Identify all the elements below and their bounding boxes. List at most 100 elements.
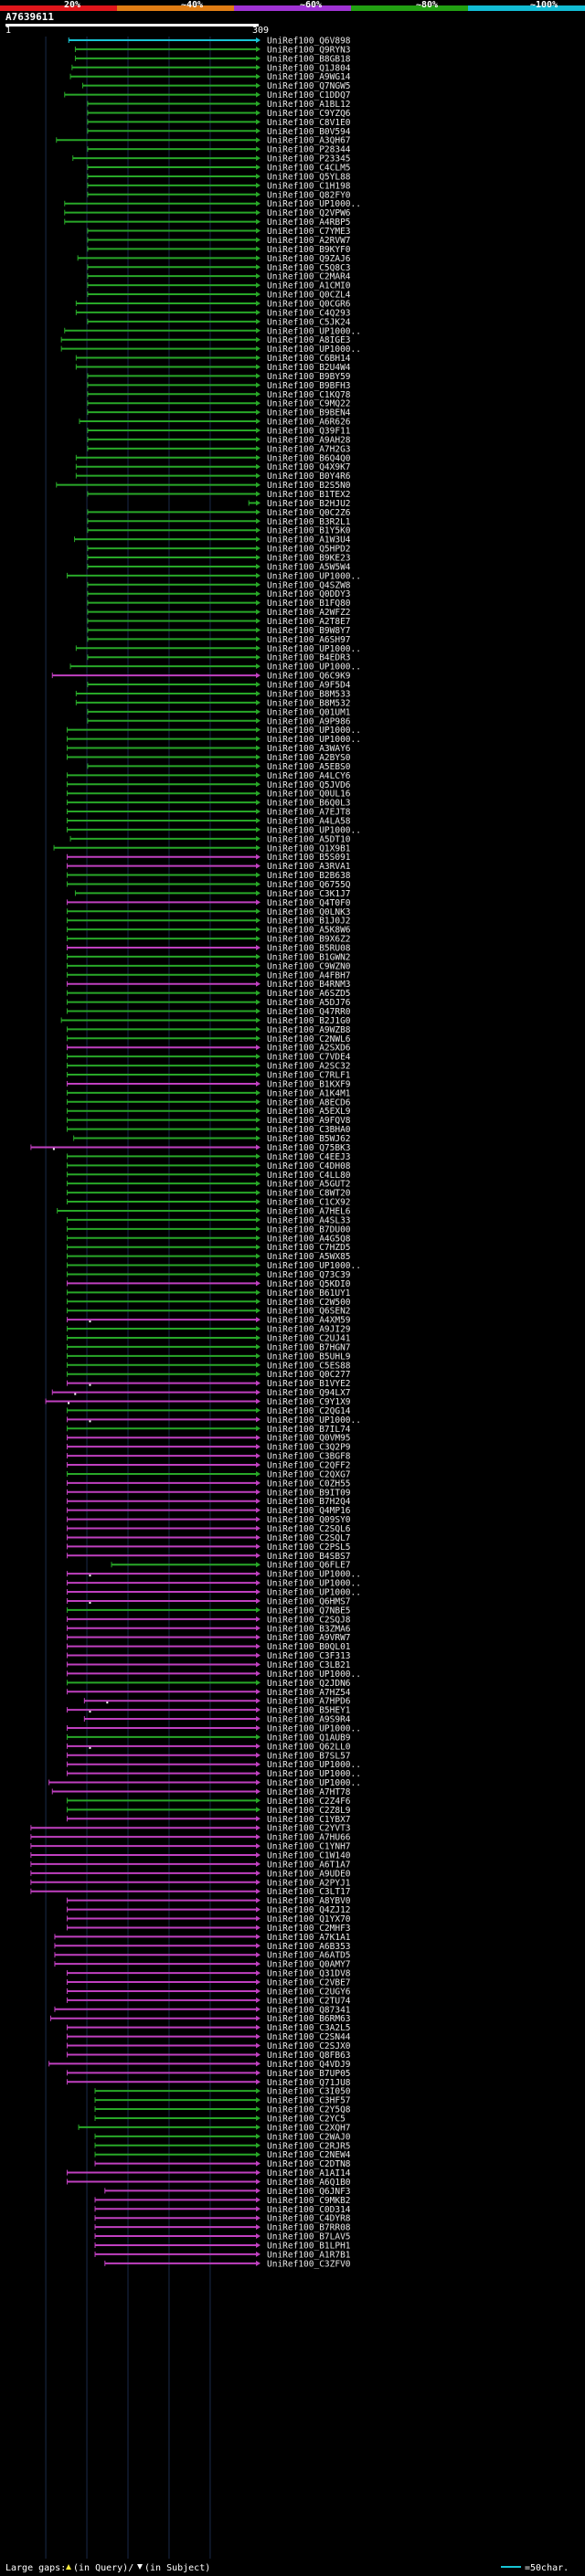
hit-row[interactable]: UniRef100_Q4VDJ9	[48, 2060, 351, 2070]
hit-label[interactable]: UniRef100_C1YBX7	[267, 1815, 351, 1825]
hit-row[interactable]: UniRef100_C9MQ22	[87, 399, 351, 409]
hit-row[interactable]: UniRef100_Q5YL88	[87, 172, 351, 182]
hit-row[interactable]: UniRef100_C3Q2P9	[66, 1443, 351, 1453]
hit-row[interactable]: UniRef100_Q6HMS7	[66, 1596, 351, 1606]
hit-label[interactable]: UniRef100_C1H198	[267, 181, 351, 191]
hit-label[interactable]: UniRef100_B6Q0L3	[267, 799, 351, 809]
hit-label[interactable]: UniRef100_Q31DV8	[267, 1969, 351, 1979]
hit-row[interactable]: UniRef100_A9FQV8	[66, 1116, 351, 1126]
hit-label[interactable]: UniRef100_B8M533	[267, 689, 351, 699]
hit-row[interactable]: UniRef100_C3BHA0	[66, 1125, 351, 1135]
hit-label[interactable]: UniRef100_C2W500	[267, 1298, 351, 1308]
hit-label[interactable]: UniRef100_C2RJR5	[267, 2141, 351, 2151]
hit-row[interactable]: UniRef100_B9IT09	[66, 1488, 351, 1498]
hit-label[interactable]: UniRef100_B0V594	[267, 127, 351, 137]
hit-row[interactable]: UniRef100_C3LT17	[30, 1887, 351, 1897]
hit-label[interactable]: UniRef100_Q0DDY3	[267, 589, 351, 599]
hit-row[interactable]: UniRef100_C2TU74	[66, 1996, 351, 2006]
hit-row[interactable]: UniRef100_A3QH67	[56, 136, 351, 146]
hit-label[interactable]: UniRef100_Q4SZW8	[267, 580, 351, 590]
hit-row[interactable]: UniRef100_A7HZ54	[66, 1688, 351, 1698]
hit-label[interactable]: UniRef100_B1FQ80	[267, 599, 351, 609]
hit-row[interactable]: UniRef100_P28344	[87, 145, 351, 155]
hit-row[interactable]: UniRef100_B5RU08	[66, 944, 351, 954]
hit-row[interactable]: UniRef100_B6RM63	[49, 2014, 351, 2024]
hit-label[interactable]: UniRef100_Q1AUB9	[267, 1733, 351, 1743]
hit-label[interactable]: UniRef100_C3F313	[267, 1651, 351, 1661]
hit-label[interactable]: UniRef100_C2WAJ0	[267, 2132, 351, 2142]
hit-row[interactable]: UniRef100_C3HF57	[94, 2096, 351, 2106]
hit-row[interactable]: UniRef100_A1CMI0	[87, 281, 351, 292]
hit-label[interactable]: UniRef100_UP1000..	[267, 1769, 361, 1779]
hit-row[interactable]: UniRef100_B61UY1	[66, 1288, 351, 1299]
hit-label[interactable]: UniRef100_C9MKB2	[267, 2196, 351, 2206]
hit-row[interactable]: UniRef100_B1FQ80	[87, 599, 351, 609]
hit-label[interactable]: UniRef100_Q6HMS7	[267, 1596, 351, 1606]
hit-label[interactable]: UniRef100_C4EEJ3	[267, 1152, 351, 1162]
hit-row[interactable]: UniRef100_Q8FB63	[66, 2051, 351, 2061]
hit-row[interactable]: UniRef100_Q4SZW8	[87, 580, 351, 590]
hit-label[interactable]: UniRef100_Q87341	[267, 2005, 351, 2015]
hit-label[interactable]: UniRef100_C2VBE7	[267, 1978, 351, 1988]
hit-row[interactable]: UniRef100_Q0UL16	[66, 790, 351, 800]
hit-label[interactable]: UniRef100_B3ZMA6	[267, 1624, 351, 1634]
hit-label[interactable]: UniRef100_Q4ZJ12	[267, 1905, 351, 1915]
hit-row[interactable]: UniRef100_B0V594	[87, 127, 351, 137]
hit-label[interactable]: UniRef100_Q6C9K9	[267, 672, 351, 682]
hit-row[interactable]: UniRef100_B2S5N0	[56, 481, 351, 491]
hit-row[interactable]: UniRef100_C4Q293	[75, 308, 351, 318]
hit-label[interactable]: UniRef100_C7RLF1	[267, 1071, 351, 1081]
hit-label[interactable]: UniRef100_Q0C277	[267, 1370, 351, 1380]
hit-label[interactable]: UniRef100_C2XQH7	[267, 2123, 351, 2133]
hit-label[interactable]: UniRef100_A4SL33	[267, 1215, 351, 1225]
hit-label[interactable]: UniRef100_A5WX85	[267, 1252, 351, 1262]
hit-label[interactable]: UniRef100_UP1000..	[267, 1261, 361, 1271]
hit-label[interactable]: UniRef100_UP1000..	[267, 571, 361, 581]
hit-row[interactable]: UniRef100_B8GB18	[74, 54, 351, 64]
hit-label[interactable]: UniRef100_C2QXG7	[267, 1469, 351, 1479]
hit-row[interactable]: UniRef100_A6Q1B0	[66, 2178, 351, 2188]
hit-label[interactable]: UniRef100_C8V1E0	[267, 118, 351, 128]
hit-label[interactable]: UniRef100_Q1X9B1	[267, 843, 351, 853]
hit-row[interactable]: UniRef100_C9YZQ6	[87, 109, 351, 119]
hit-row[interactable]: UniRef100_B3R2L1	[87, 517, 351, 527]
hit-row[interactable]: UniRef100_Q4X9K7	[75, 462, 351, 472]
hit-label[interactable]: UniRef100_A1R7B1	[267, 2250, 351, 2260]
hit-label[interactable]: UniRef100_A7HU66	[267, 1833, 351, 1843]
hit-label[interactable]: UniRef100_B5WJ62	[267, 1134, 351, 1144]
hit-label[interactable]: UniRef100_A5EBS0	[267, 762, 351, 772]
hit-row[interactable]: UniRef100_B1TEX2	[87, 490, 351, 500]
hit-row[interactable]: UniRef100_Q2JDN6	[66, 1679, 351, 1689]
hit-row[interactable]: UniRef100_A8ECD6	[66, 1097, 351, 1108]
hit-row[interactable]: UniRef100_A6SH97	[87, 635, 351, 645]
hit-row[interactable]: UniRef100_UP1000..	[64, 199, 361, 209]
hit-row[interactable]: UniRef100_C2SJX0	[66, 2041, 351, 2051]
hit-label[interactable]: UniRef100_B4RNM3	[267, 980, 351, 990]
hit-row[interactable]: UniRef100_C1DDQ7	[64, 90, 351, 101]
hit-row[interactable]: UniRef100_C4DH08	[66, 1161, 351, 1171]
hit-label[interactable]: UniRef100_Q39F11	[267, 426, 351, 436]
hit-label[interactable]: UniRef100_B7SL57	[267, 1751, 351, 1761]
hit-label[interactable]: UniRef100_C3ZFV0	[267, 2259, 351, 2269]
hit-label[interactable]: UniRef100_Q4X9K7	[267, 462, 351, 472]
hit-label[interactable]: UniRef100_B7DU00	[267, 1224, 351, 1235]
hit-row[interactable]: UniRef100_B9BFH3	[87, 381, 351, 391]
hit-row[interactable]: UniRef100_B7SL57	[66, 1751, 351, 1761]
hit-row[interactable]: UniRef100_B5WJ62	[73, 1134, 351, 1144]
hit-label[interactable]: UniRef100_A2T8E7	[267, 617, 351, 627]
hit-row[interactable]: UniRef100_C2MHF3	[66, 1924, 351, 1934]
hit-row[interactable]: UniRef100_A4LCY6	[66, 771, 351, 781]
hit-label[interactable]: UniRef100_A9UDE0	[267, 1869, 351, 1879]
hit-label[interactable]: UniRef100_C2NWL6	[267, 1034, 351, 1044]
hit-label[interactable]: UniRef100_C2SQJ8	[267, 1615, 351, 1625]
hit-row[interactable]: UniRef100_A2WFZ2	[87, 608, 351, 618]
hit-label[interactable]: UniRef100_Q5YL88	[267, 172, 351, 182]
hit-row[interactable]: UniRef100_UP1000..	[66, 1261, 361, 1271]
hit-label[interactable]: UniRef100_B1KXF9	[267, 1079, 351, 1089]
hit-label[interactable]: UniRef100_C3A2L5	[267, 2023, 351, 2033]
hit-row[interactable]: UniRef100_C9WZN0	[66, 961, 351, 971]
hit-row[interactable]: UniRef100_B2U4W4	[75, 363, 351, 373]
hit-label[interactable]: UniRef100_Q5HPD2	[267, 545, 351, 555]
hit-label[interactable]: UniRef100_A7H2G3	[267, 444, 351, 454]
hit-row[interactable]: UniRef100_B6Q4Q0	[75, 453, 351, 463]
